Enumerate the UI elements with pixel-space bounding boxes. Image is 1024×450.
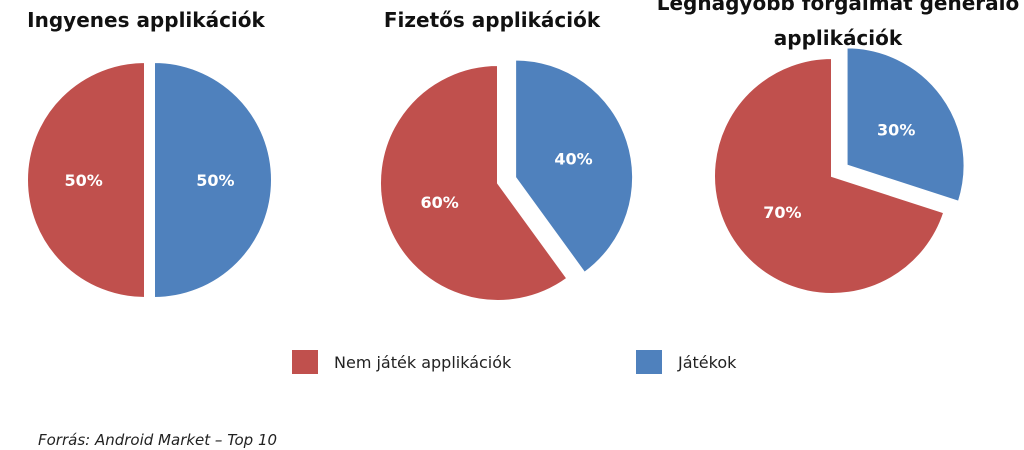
pie-slice-nem-jatek [713,56,946,295]
legend: Nem játék applikációk Játékok [0,350,1024,380]
pie-label-jatekok: 40% [554,149,592,168]
pie-slice-jatekok [845,46,966,204]
pie-slice-jatekok [514,58,635,275]
pie-chart-3: Legnagyobb forgalmat generáló applikációk… [657,0,1020,295]
pie-slice-nem-jatek [379,63,569,302]
pie-chart-2: Fizetős applikációk 40% 60% [379,8,635,302]
pie-charts: Ingyenes applikációk 50% 50% Fizetős applik… [26,0,1020,302]
pie-label-jatekok: 50% [196,171,234,190]
pie-label-jatekok: 30% [877,120,915,139]
chart-title: Legnagyobb forgalmat generáló applikációk [657,0,1020,50]
legend-label-jatekok: Játékok [678,352,737,372]
pie-slice-nem-jatek [26,60,146,300]
chart-title: Fizetős applikációk [384,8,601,32]
legend-swatch-jatekok [636,350,662,374]
pie-label-nem-jatek: 50% [64,171,102,190]
legend-item-nem-jatek: Nem játék applikációk [292,350,511,374]
pie-chart-1: Ingyenes applikációk 50% 50% [26,8,273,300]
legend-swatch-nem-jatek [292,350,318,374]
legend-item-jatekok: Játékok [636,350,736,374]
pie-label-nem-jatek: 70% [763,203,801,222]
source-note: Forrás: Android Market – Top 10 [38,431,278,449]
chart-title: Ingyenes applikációk [27,8,265,32]
pie-label-nem-jatek: 60% [420,193,458,212]
pie-slice-jatekok [153,60,273,300]
legend-label-nem-jatek: Nem játék applikációk [334,352,512,372]
